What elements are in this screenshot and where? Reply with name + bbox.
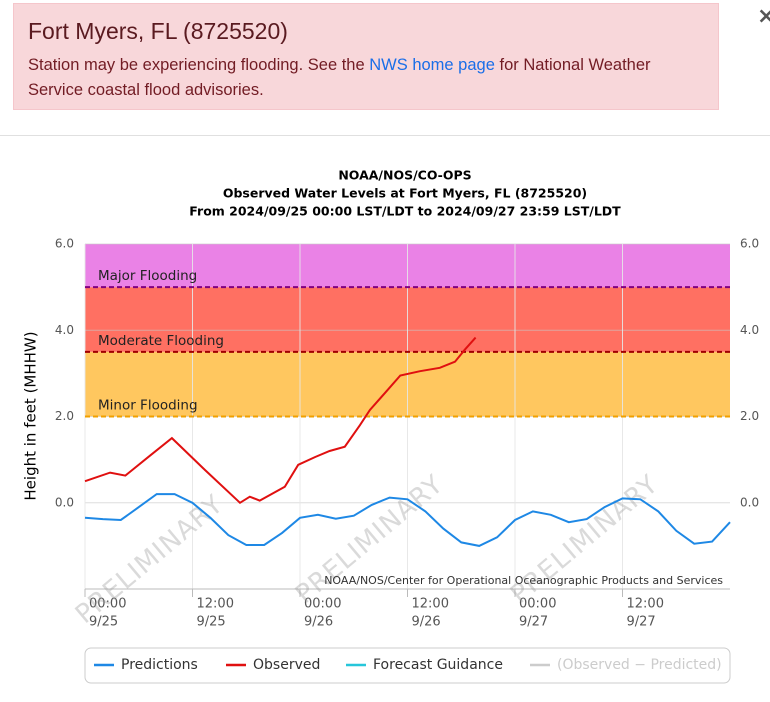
- chart-title: From 2024/09/25 00:00 LST/LDT to 2024/09…: [189, 204, 621, 219]
- credit: NOAA/NOS/Center for Operational Oceanogr…: [324, 574, 723, 587]
- y-axis-label: Height in feet (MHHW): [22, 331, 40, 500]
- divider: [0, 135, 770, 136]
- x-tick-label: 00:00: [89, 597, 126, 612]
- y-tick-label: 4.0: [55, 323, 74, 337]
- y-tick-label: 0.0: [55, 495, 74, 509]
- y2-tick-label: 0.0: [740, 495, 759, 509]
- series-line: [84, 336, 477, 505]
- x-tick-date: 9/27: [519, 615, 548, 630]
- flood-alert: Fort Myers, FL (8725520) Station may be …: [13, 3, 719, 110]
- x-tick-label: 00:00: [519, 597, 556, 612]
- x-tick-label: 12:00: [412, 597, 449, 612]
- alert-title: Fort Myers, FL (8725520): [28, 18, 288, 44]
- nws-link[interactable]: NWS home page: [369, 56, 495, 74]
- close-button[interactable]: ×: [757, 4, 770, 29]
- x-tick-date: 9/27: [627, 615, 656, 630]
- x-tick-label: 00:00: [304, 597, 341, 612]
- legend-box: [84, 647, 731, 684]
- y-tick-label: 2.0: [55, 409, 74, 423]
- x-tick-date: 9/25: [89, 615, 118, 630]
- alert-text-after: for National Weather Service coastal flo…: [28, 56, 651, 99]
- y-tick-label: 6.0: [55, 237, 74, 251]
- y2-tick-label: 6.0: [740, 237, 759, 251]
- x-tick-label: 12:00: [197, 597, 234, 612]
- legend-label: (Observed − Predicted): [557, 657, 722, 673]
- series-line: [84, 493, 731, 547]
- y2-tick-label: 2.0: [740, 409, 759, 423]
- x-tick-date: 9/26: [412, 615, 441, 630]
- threshold-label: Moderate Flooding: [98, 333, 224, 349]
- alert-text-before: Station may be experiencing flooding. Se…: [28, 56, 365, 74]
- legend-label: Predictions: [121, 657, 198, 673]
- chart-title: NOAA/NOS/CO-OPS: [338, 168, 471, 183]
- chart-title: Observed Water Levels at Fort Myers, FL …: [223, 186, 587, 201]
- alert-text: Station may be experiencing flooding. Se…: [28, 53, 704, 103]
- threshold-label: Major Flooding: [98, 268, 197, 284]
- x-tick-date: 9/26: [304, 615, 333, 630]
- x-tick-label: 12:00: [627, 597, 664, 612]
- y2-tick-label: 4.0: [740, 323, 759, 337]
- legend-label: Observed: [253, 657, 320, 673]
- legend-label: Forecast Guidance: [373, 657, 503, 673]
- x-tick-date: 9/25: [197, 615, 226, 630]
- threshold-label: Minor Flooding: [98, 398, 198, 414]
